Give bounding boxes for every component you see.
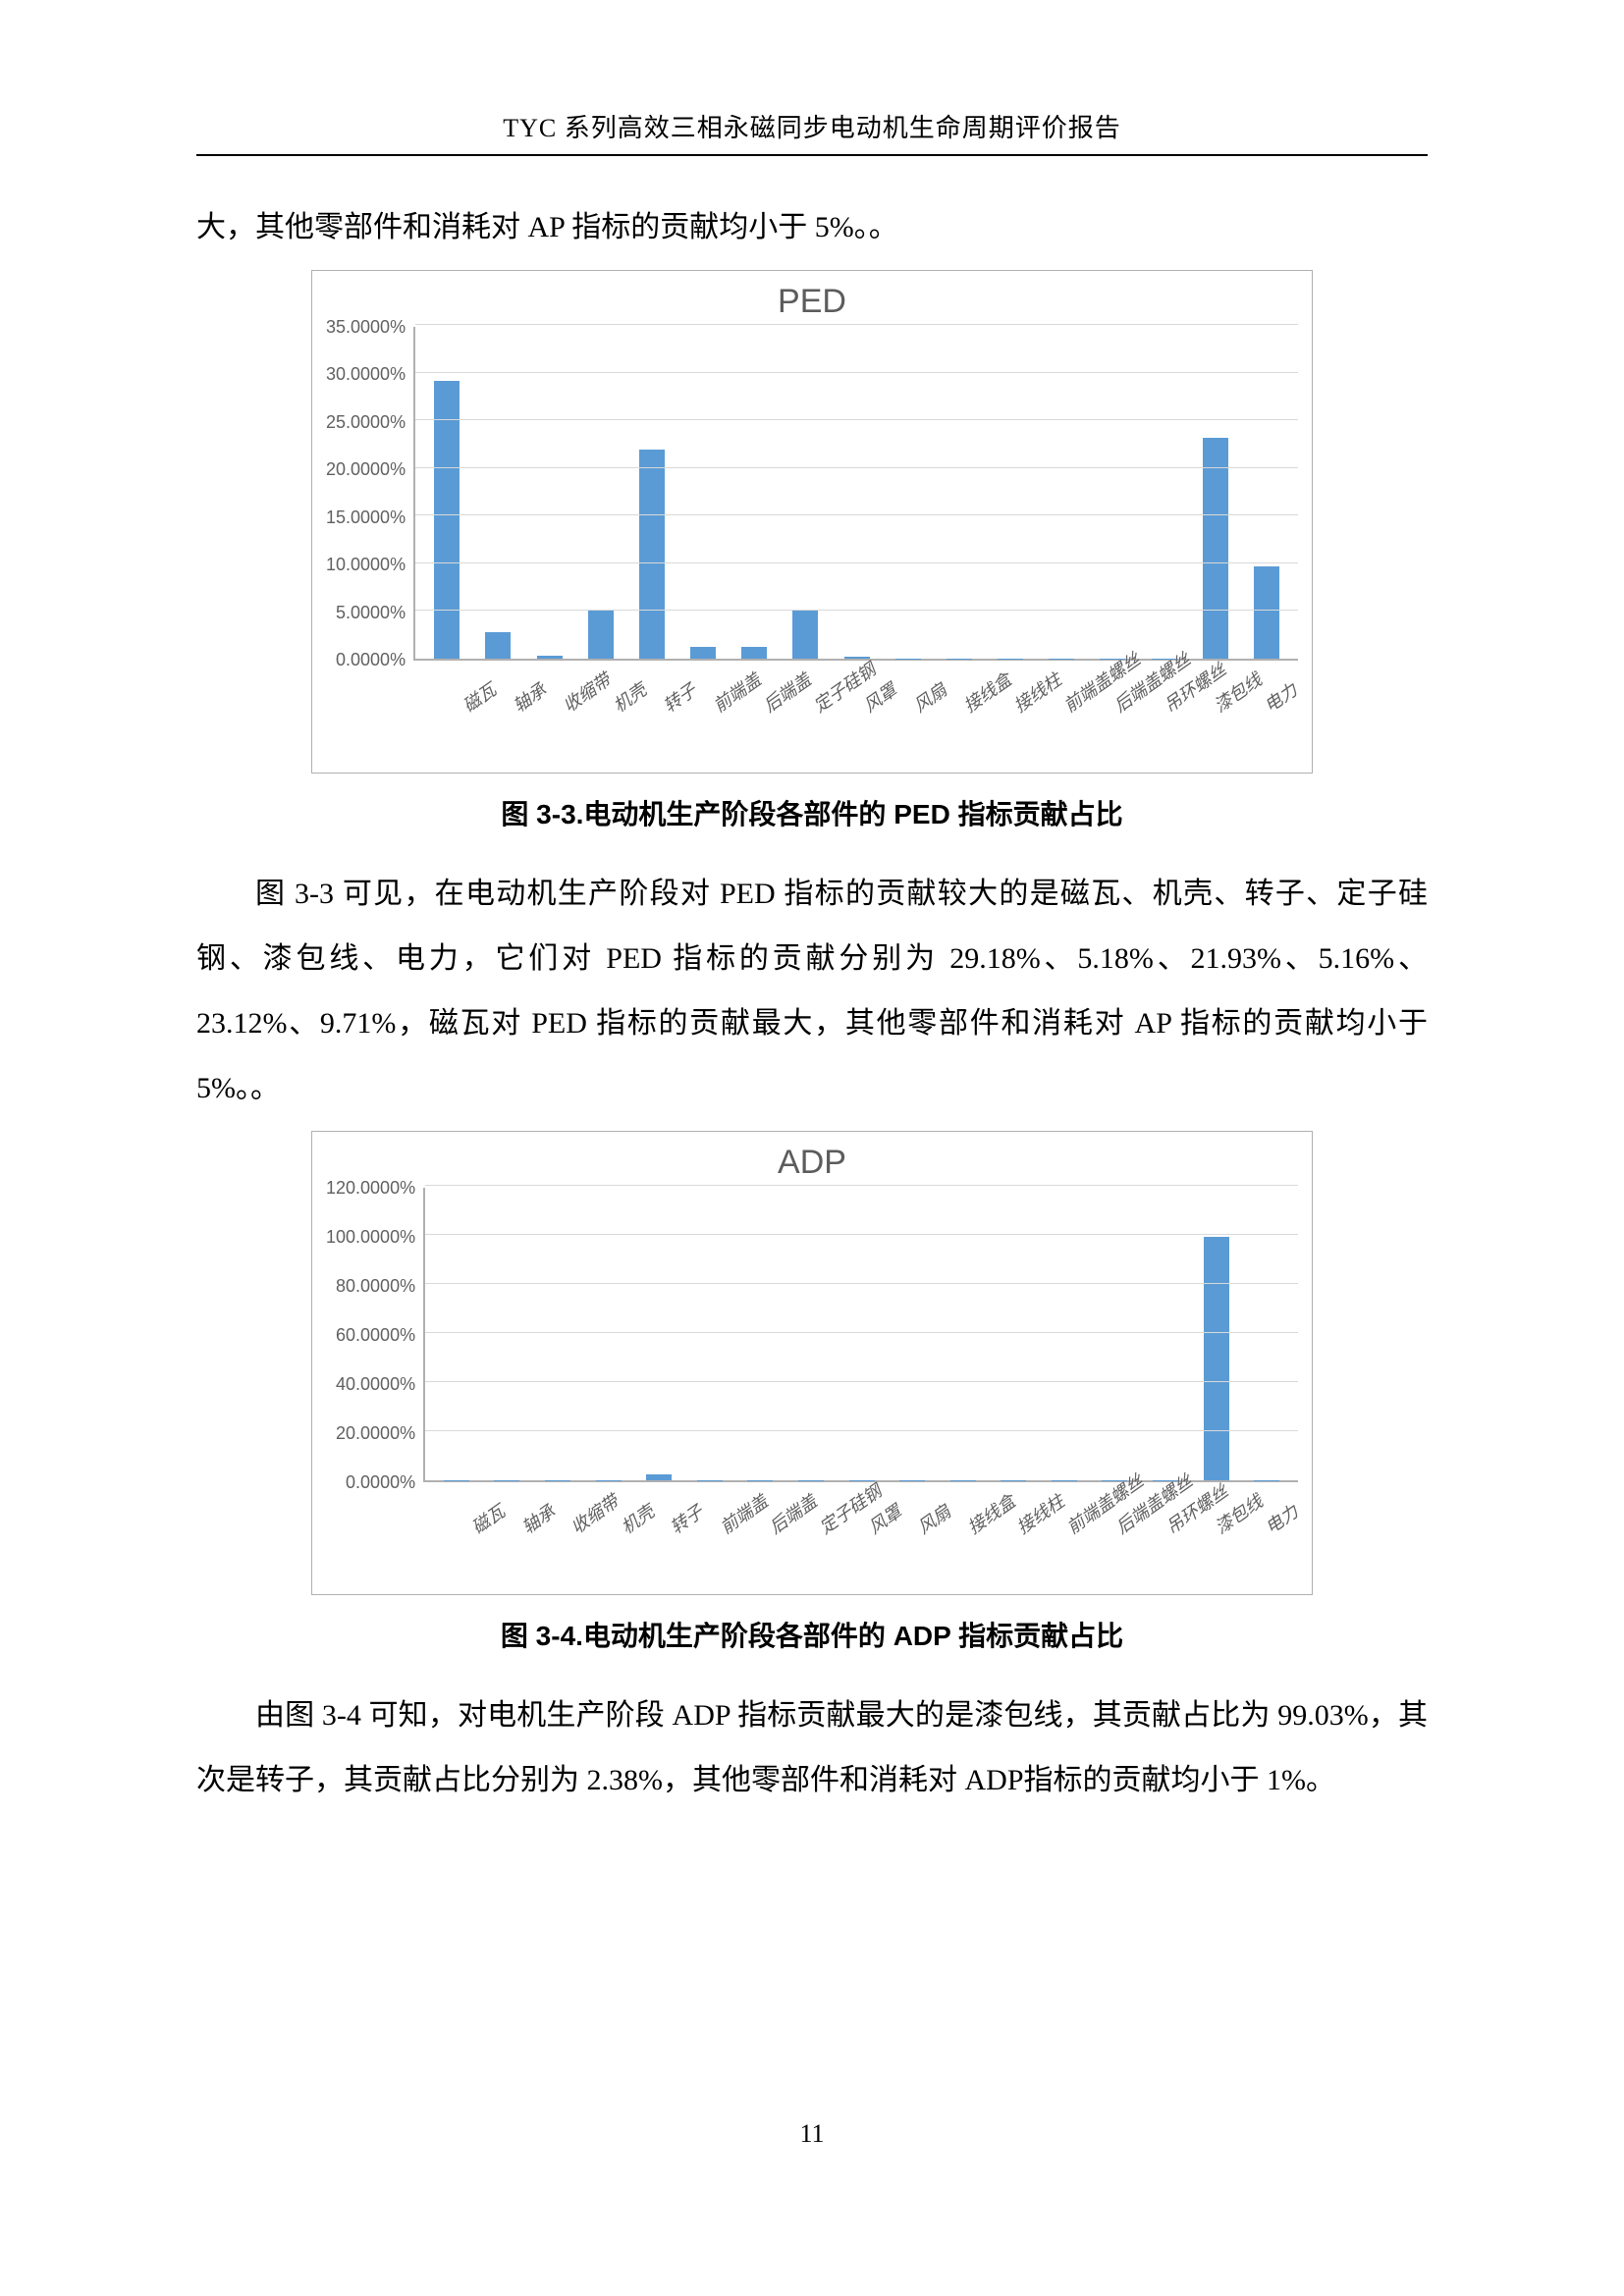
caption-3-4: 图 3-4.电动机生产阶段各部件的 ADP 指标贡献占比 — [196, 1615, 1428, 1654]
chart-ped-plot-area — [413, 327, 1298, 661]
bar — [844, 657, 870, 659]
paragraph-3-4: 由图 3-4 可知，对电机生产阶段 ADP 指标贡献最大的是漆包线，其贡献占比为… — [196, 1683, 1428, 1813]
chart-ped-xaxis: 磁瓦轴承收缩带机壳转子前端盖后端盖定子硅钢风罩风扇接线盒接线柱前端盖螺丝后端盖螺… — [434, 661, 1298, 692]
bar — [588, 610, 614, 659]
bar — [434, 381, 460, 659]
grid-line — [415, 372, 1298, 373]
grid-line — [425, 1381, 1298, 1382]
grid-line — [415, 324, 1298, 325]
bar — [792, 610, 818, 659]
grid-line — [415, 610, 1298, 611]
chart-ped-title: PED — [326, 283, 1298, 321]
grid-line — [425, 1234, 1298, 1235]
bar — [1204, 1237, 1229, 1480]
header-rule — [196, 154, 1428, 156]
bar — [537, 656, 563, 659]
bar — [485, 632, 511, 659]
grid-line — [415, 419, 1298, 420]
grid-line — [425, 1283, 1298, 1284]
bar — [690, 647, 716, 659]
chart-adp-plot-area — [423, 1188, 1298, 1482]
bar — [1254, 566, 1279, 659]
bar — [639, 450, 665, 659]
grid-line — [415, 562, 1298, 563]
chart-ped-bars — [415, 327, 1298, 659]
caption-3-3: 图 3-3.电动机生产阶段各部件的 PED 指标贡献占比 — [196, 793, 1428, 832]
grid-line — [415, 467, 1298, 468]
chart-ped: PED 35.0000%30.0000%25.0000%20.0000%15.0… — [311, 270, 1313, 774]
chart-adp-xaxis: 磁瓦轴承收缩带机壳转子前端盖后端盖定子硅钢风罩风扇接线盒接线柱前端盖螺丝后端盖螺… — [444, 1482, 1298, 1514]
bar — [646, 1474, 672, 1480]
bar — [741, 647, 767, 659]
page-header: TYC 系列高效三相永磁同步电动机生命周期评价报告 — [196, 108, 1428, 154]
paragraph-3-3: 图 3-3 可见，在电动机生产阶段对 PED 指标的贡献较大的是磁瓦、机壳、转子… — [196, 862, 1428, 1121]
chart-adp-bars — [425, 1188, 1298, 1480]
grid-line — [425, 1332, 1298, 1333]
chart-adp-yaxis: 120.0000%100.0000%80.0000%60.0000%40.000… — [326, 1188, 423, 1482]
bar — [1203, 438, 1228, 659]
page-number: 11 — [0, 2119, 1624, 2149]
grid-line — [415, 514, 1298, 515]
grid-line — [425, 1185, 1298, 1186]
chart-adp: ADP 120.0000%100.0000%80.0000%60.0000%40… — [311, 1131, 1313, 1595]
chart-adp-title: ADP — [326, 1144, 1298, 1182]
grid-line — [425, 1430, 1298, 1431]
intro-line: 大，其他零部件和消耗对 AP 指标的贡献均小于 5%。。 — [196, 195, 1428, 260]
chart-ped-yaxis: 35.0000%30.0000%25.0000%20.0000%15.0000%… — [326, 327, 413, 661]
